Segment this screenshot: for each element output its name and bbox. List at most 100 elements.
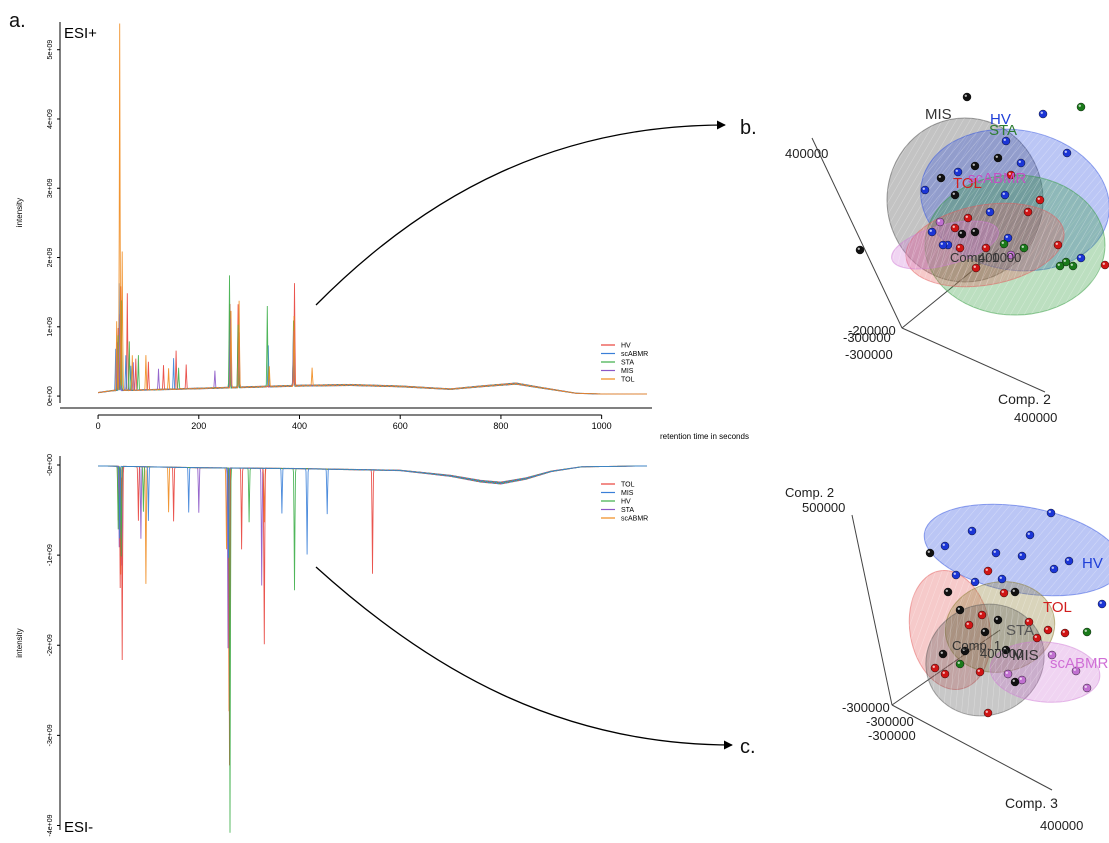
sample-point (927, 227, 937, 237)
sample-point (1049, 564, 1059, 574)
sample-point-highlight (972, 163, 975, 166)
sample-point (950, 223, 960, 233)
sample-point-highlight (1021, 245, 1024, 248)
sample-point (1062, 148, 1072, 158)
sample-point-highlight (937, 219, 940, 222)
sample-point (1010, 677, 1020, 687)
sample-point (950, 190, 960, 200)
sample-point-highlight (1055, 242, 1059, 245)
sample-point-highlight (1102, 262, 1106, 265)
sample-point (983, 708, 993, 718)
sample-point (970, 227, 980, 237)
panel-label-a: a. (9, 10, 26, 32)
sample-point-highlight (995, 155, 998, 158)
pca-b-group-label-sta: STA (989, 122, 1017, 139)
sample-point (938, 240, 948, 250)
sample-point-highlight (952, 192, 955, 195)
pca-c-ellipses (908, 503, 1109, 717)
sample-point (1097, 599, 1107, 609)
esi-minus-y-axis-label: intensity (15, 628, 24, 657)
sample-point-highlight (973, 265, 976, 268)
sample-point (957, 229, 967, 239)
y-tick-label: 0e+00 (47, 386, 54, 406)
y-tick-label: 5e+09 (47, 40, 54, 60)
sample-point (1076, 253, 1086, 263)
series-line-scabmr (98, 465, 647, 558)
sample-point (999, 239, 1009, 249)
sample-point-highlight (1040, 111, 1044, 115)
esi-minus-axes: -0e+00 -1e+09 -2e+09 -3e+09 -4e+09 (47, 454, 61, 836)
sample-point-highlight (959, 231, 962, 234)
pca-c-comp2-label: Comp. 2 (785, 485, 834, 500)
pca-b-comp2-label: Comp. 2 (998, 391, 1051, 407)
esi-minus-series-layer (98, 465, 648, 833)
arrow-to-panel-c (315, 566, 733, 750)
series-line-tol (98, 465, 648, 712)
sample-point-highlight (957, 607, 960, 610)
sample-point (964, 620, 974, 630)
sample-point-highlight (1084, 629, 1088, 632)
sample-point-highlight (1002, 192, 1005, 195)
sample-point-highlight (1012, 589, 1015, 592)
sample-point (970, 161, 980, 171)
pca-c-comp2-value: 500000 (802, 500, 845, 515)
sample-point (1076, 102, 1086, 112)
sample-point (1032, 633, 1042, 643)
sample-point (1016, 158, 1026, 168)
sample-point (971, 263, 981, 273)
sample-point (955, 659, 965, 669)
sample-point (991, 548, 1001, 558)
pca-c-group-label-scabmr: scABMR (1050, 655, 1109, 672)
sample-point (980, 627, 990, 637)
sample-point-highlight (983, 245, 986, 248)
sample-point-highlight (1025, 209, 1029, 212)
y-tick-label: 3e+09 (47, 178, 54, 198)
y-tick-label: -3e+09 (47, 724, 54, 746)
sample-point (975, 667, 985, 677)
sample-point (1010, 587, 1020, 597)
pca-c-axis-label-origin-1: -300000 (842, 700, 890, 715)
pca-b-axis-label-origin-1: -200000 (848, 323, 896, 338)
sample-point-highlight (932, 665, 935, 668)
legend-label-mis: MIS (621, 490, 634, 497)
sample-point (1003, 669, 1013, 679)
sample-point (983, 566, 993, 576)
sample-point (1035, 195, 1045, 205)
pca-c-axis-label-origin-2: -300000 (866, 714, 914, 729)
sample-point (1082, 627, 1092, 637)
sample-point (1000, 190, 1010, 200)
pca-b-comp1-label: Comp. 1 (950, 250, 999, 265)
legend-label-scabmr: scABMR (621, 516, 648, 523)
sample-point-highlight (942, 543, 945, 546)
pca-c-comp3-label: Comp. 3 (1005, 795, 1058, 811)
sample-point-highlight (1037, 197, 1041, 200)
sample-point-highlight (955, 169, 958, 172)
sample-point-highlight (965, 215, 968, 218)
pca-b-points (855, 92, 1109, 273)
sample-point-highlight (985, 568, 988, 571)
y-tick-label: -0e+00 (47, 454, 54, 476)
sample-point (1025, 530, 1035, 540)
sample-point-highlight (999, 576, 1002, 579)
pca-b-axis-label-top: 400000 (785, 146, 828, 161)
legend-label-sta: STA (621, 360, 634, 367)
sample-point (999, 588, 1009, 598)
pca-b-ellipses (886, 117, 1109, 316)
sample-point-highlight (964, 94, 967, 98)
esi-plus-chromatogram: 0e+00 1e+09 2e+09 3e+09 4e+09 5e+09 0 200 400 600… (15, 22, 749, 441)
series-line-sta (98, 275, 647, 395)
legend-label-hv: HV (621, 499, 631, 506)
y-tick-label: 1e+09 (47, 317, 54, 337)
sample-point-highlight (977, 669, 980, 672)
pca-plot-esi-plus: 400000 -200000 -300000 -300000 Comp. 2 4… (785, 92, 1109, 425)
sample-point-highlight (1027, 532, 1031, 535)
x-tick-label: 1000 (592, 421, 612, 431)
esi-minus-chromatogram: -0e+00 -1e+09 -2e+09 -3e+09 -4e+09 ESI- inte… (15, 454, 648, 837)
group-ellipse-mesh (990, 641, 1100, 703)
sample-point (1017, 675, 1027, 685)
sample-point-highlight (1005, 235, 1008, 238)
sample-point-highlight (982, 629, 985, 632)
x-tick-label: 800 (493, 421, 508, 431)
esi-plus-mode-label: ESI+ (64, 25, 97, 42)
